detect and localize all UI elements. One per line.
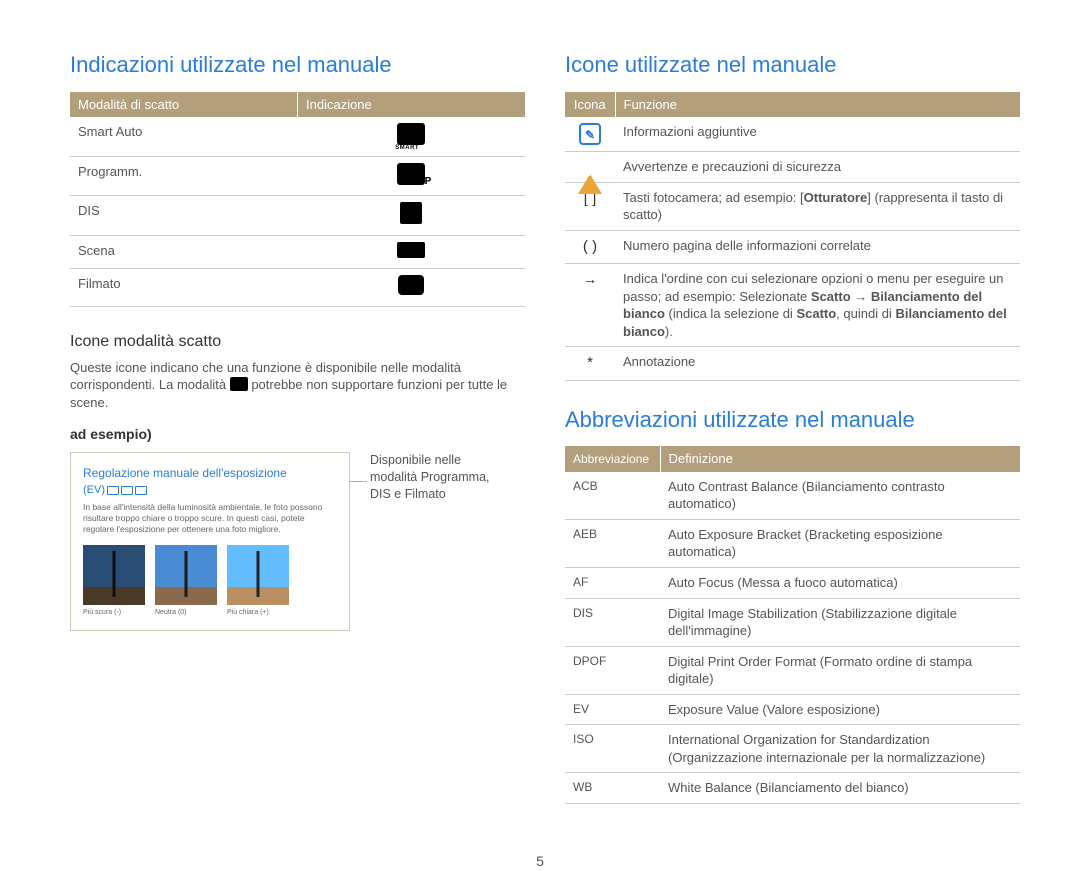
- abbr-cell: AEB: [565, 519, 660, 567]
- mode-label: Scena: [70, 235, 298, 269]
- scene-inline-icon: [230, 377, 248, 391]
- example-label: ad esempio): [70, 425, 525, 444]
- left-column: Indicazioni utilizzate nel manuale Modal…: [70, 50, 525, 828]
- abbr-cell: AF: [565, 567, 660, 598]
- th-funzione: Funzione: [615, 92, 1020, 118]
- abbr-cell: DPOF: [565, 646, 660, 694]
- abbr-cell: WB: [565, 773, 660, 804]
- def-cell: International Organization for Standardi…: [660, 725, 1020, 773]
- example-ev-row: (EV): [83, 483, 337, 498]
- ev-mini-icon: [135, 486, 147, 495]
- th-icona: Icona: [565, 92, 615, 118]
- heading-indicazioni: Indicazioni utilizzate nel manuale: [70, 50, 525, 80]
- def-cell: White Balance (Bilanciamento del bianco): [660, 773, 1020, 804]
- sub-heading-icone-modalita: Icone modalità scatto: [70, 331, 525, 353]
- page-number: 5: [0, 848, 1080, 871]
- th-modalita: Modalità di scatto: [70, 92, 298, 118]
- ev-mini-icon: [107, 486, 119, 495]
- def-cell: Auto Exposure Bracket (Bracketing esposi…: [660, 519, 1020, 567]
- example-body: In base all'intensità della luminosità a…: [83, 502, 337, 535]
- example-thumbs: Più scura (-) Neutra (0) Più chiara (+): [83, 545, 337, 617]
- mode-label: DIS: [70, 196, 298, 236]
- th-abbr: Abbreviazione: [565, 446, 660, 472]
- thumb-image-icon: [227, 545, 289, 605]
- warning-icon: [578, 159, 602, 194]
- scene-icon: [397, 242, 425, 258]
- page-content: Indicazioni utilizzate nel manuale Modal…: [0, 0, 1080, 848]
- icon-desc: Informazioni aggiuntive: [615, 117, 1020, 152]
- example-wrapper: Regolazione manuale dell'esposizione (EV…: [70, 452, 525, 631]
- icon-desc: Numero pagina delle informazioni correla…: [615, 230, 1020, 263]
- thumb-image-icon: [83, 545, 145, 605]
- def-cell: Auto Focus (Messa a fuoco automatica): [660, 567, 1020, 598]
- th-indicazione: Indicazione: [298, 92, 526, 118]
- icon-desc: Avvertenze e precauzioni di sicurezza: [615, 152, 1020, 183]
- mode-table: Modalità di scatto Indicazione Smart Aut…: [70, 92, 525, 307]
- def-cell: Digital Image Stabilization (Stabilizzaz…: [660, 598, 1020, 646]
- heading-abbreviazioni: Abbreviazioni utilizzate nel manuale: [565, 405, 1020, 435]
- paren-icon: ( ): [565, 230, 615, 263]
- abbr-table: Abbreviazione Definizione ACBAuto Contra…: [565, 446, 1020, 804]
- thumb: Neutra (0): [155, 545, 217, 617]
- icon-desc: Annotazione: [615, 347, 1020, 380]
- abbr-cell: ACB: [565, 472, 660, 520]
- mode-label: Smart Auto: [70, 117, 298, 156]
- example-title: Regolazione manuale dell'esposizione: [83, 465, 337, 481]
- th-def: Definizione: [660, 446, 1020, 472]
- thumb-image-icon: [155, 545, 217, 605]
- icon-desc: Tasti fotocamera; ad esempio: [Otturator…: [615, 182, 1020, 230]
- def-cell: Digital Print Order Format (Formato ordi…: [660, 646, 1020, 694]
- abbr-cell: EV: [565, 694, 660, 725]
- asterisk-icon: *: [565, 347, 615, 380]
- mode-icons-paragraph: Queste icone indicano che una funzione è…: [70, 359, 525, 412]
- thumb: Più chiara (+): [227, 545, 289, 617]
- mode-label: Filmato: [70, 269, 298, 307]
- def-cell: Auto Contrast Balance (Bilanciamento con…: [660, 472, 1020, 520]
- callout-text: Disponibile nelle modalità Programma, DI…: [370, 452, 500, 503]
- arrow-icon: →: [565, 264, 615, 347]
- ev-mini-icon: [121, 486, 133, 495]
- dis-icon: [400, 202, 422, 224]
- heading-icone: Icone utilizzate nel manuale: [565, 50, 1020, 80]
- callout-line-icon: [349, 481, 367, 482]
- movie-icon: [398, 275, 424, 295]
- info-note-icon: [579, 123, 601, 145]
- abbr-cell: ISO: [565, 725, 660, 773]
- example-box: Regolazione manuale dell'esposizione (EV…: [70, 452, 350, 631]
- mode-label: Programm.: [70, 156, 298, 196]
- thumb: Più scura (-): [83, 545, 145, 617]
- smart-auto-icon: [397, 123, 425, 145]
- def-cell: Exposure Value (Valore esposizione): [660, 694, 1020, 725]
- abbr-cell: DIS: [565, 598, 660, 646]
- icon-desc: Indica l'ordine con cui selezionare opzi…: [615, 264, 1020, 347]
- right-column: Icone utilizzate nel manuale Icona Funzi…: [565, 50, 1020, 828]
- program-icon: [397, 163, 425, 185]
- icons-table: Icona Funzione Informazioni aggiuntive A…: [565, 92, 1020, 381]
